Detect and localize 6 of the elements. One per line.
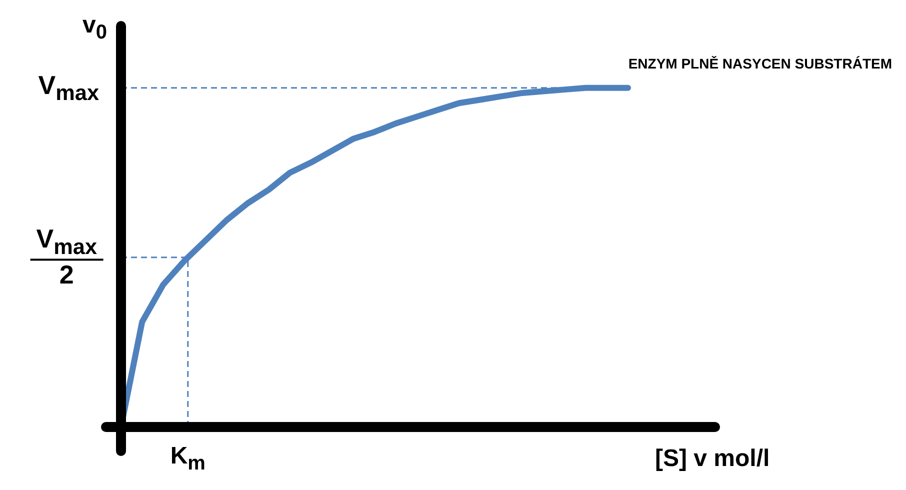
annotation: K$_{m}$ [170,442,206,474]
y-axis-title: v$_{0}$ [82,12,107,44]
text: ENZYM PLNĚ NASYCEN SUBSTRÁTEM [628,55,892,72]
x-axis-title: [S] v mol/l [655,444,770,472]
ref-line-label: V$_{max}$ [38,70,99,106]
ref-line-label: V$_{max}$ 2 [35,224,98,290]
